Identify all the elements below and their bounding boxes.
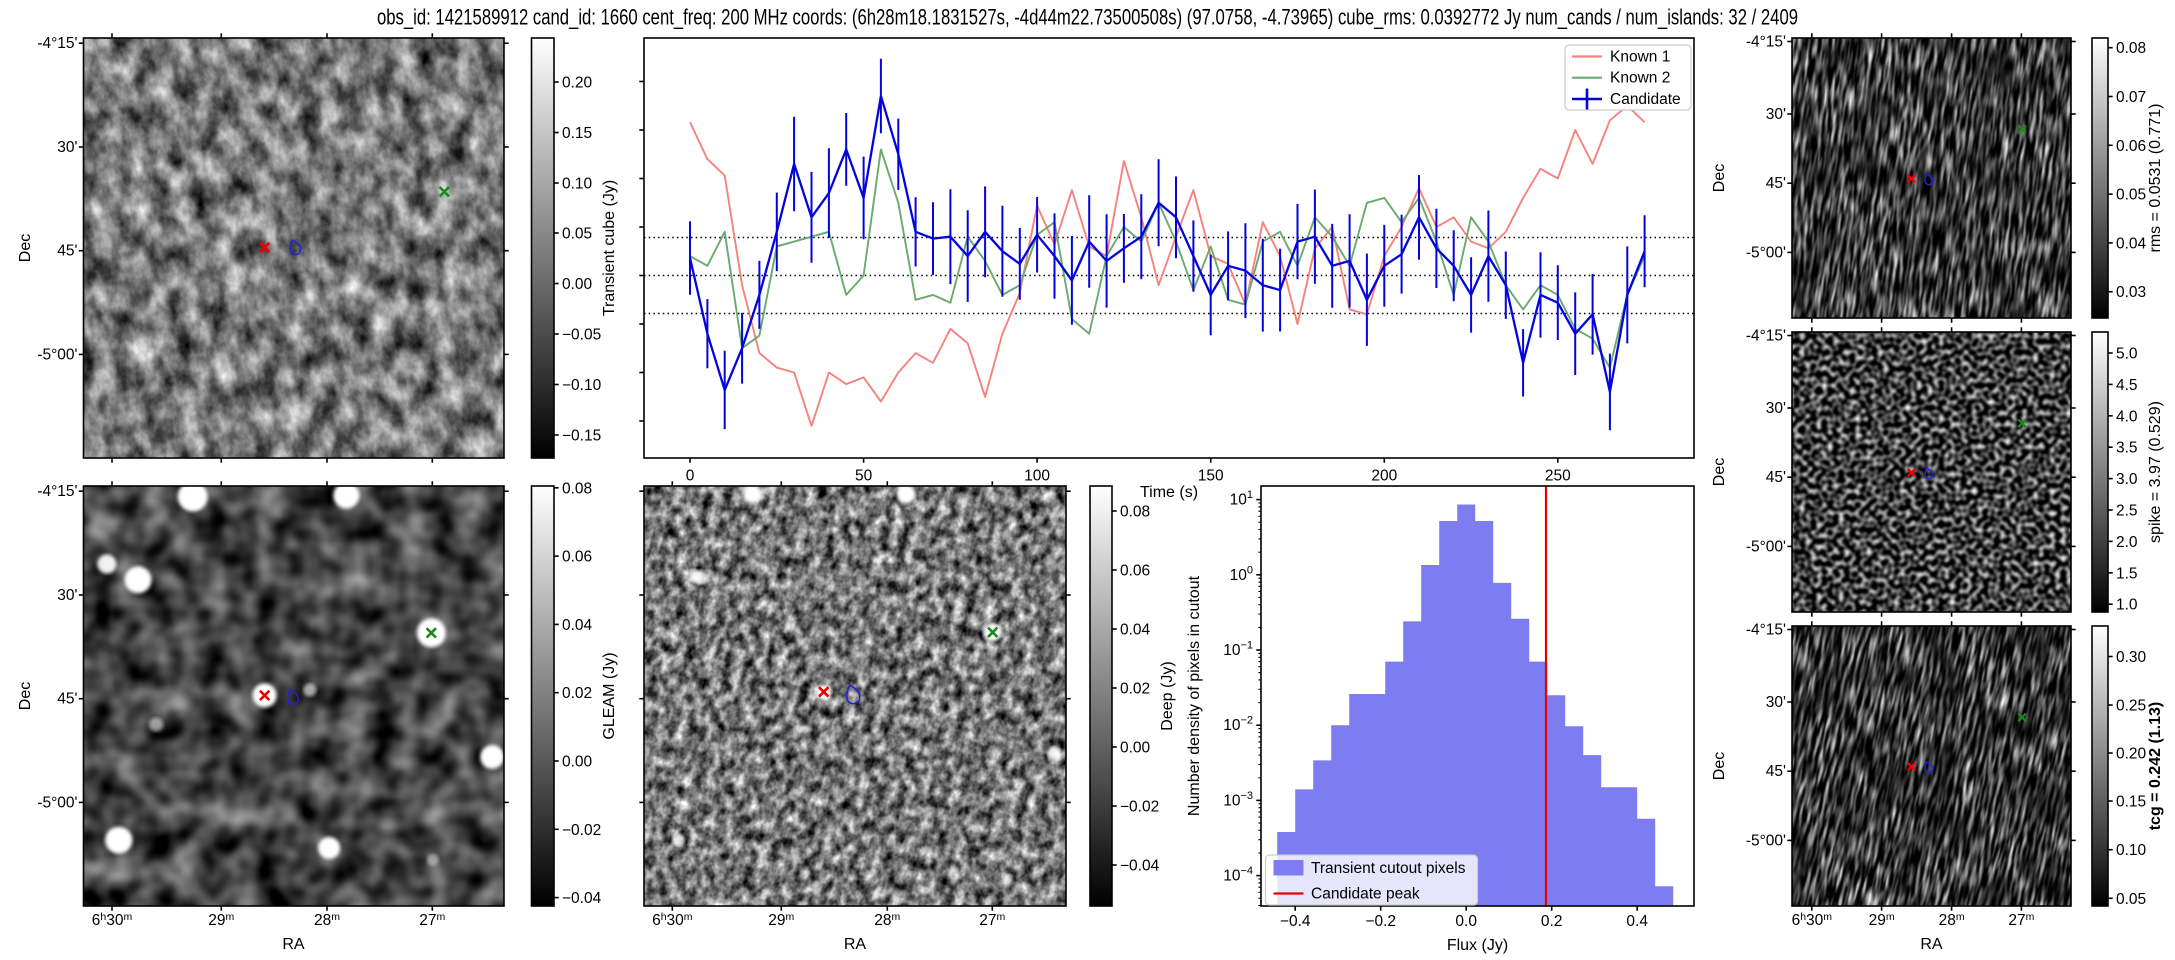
svg-text:0.07: 0.07	[2116, 89, 2146, 106]
svg-text:−0.02: −0.02	[562, 822, 601, 839]
svg-text:Time (s): Time (s)	[1140, 484, 1198, 501]
svg-text:0.30: 0.30	[2116, 649, 2147, 666]
svg-text:Transient cube (Jy): Transient cube (Jy)	[601, 180, 618, 316]
svg-text:-4°15': -4°15'	[37, 483, 77, 500]
svg-text:RA: RA	[282, 936, 305, 953]
svg-text:30': 30'	[1766, 694, 1786, 711]
svg-text:0.02: 0.02	[562, 685, 592, 702]
svg-text:Number density of pixels in cu: Number density of pixels in cutout	[1186, 575, 1203, 816]
svg-text:4.5: 4.5	[2116, 377, 2138, 394]
svg-text:RA: RA	[844, 936, 867, 953]
svg-text:Dec: Dec	[17, 682, 34, 710]
svg-text:0.00: 0.00	[562, 754, 593, 771]
svg-text:0.06: 0.06	[2116, 138, 2146, 155]
svg-text:tcg = 0.242 (1.13): tcg = 0.242 (1.13)	[2147, 702, 2164, 831]
svg-text:50: 50	[855, 468, 873, 485]
svg-text:0.02: 0.02	[1120, 681, 1150, 698]
svg-text:-5°00': -5°00'	[37, 794, 77, 811]
svg-text:45': 45'	[57, 243, 77, 260]
svg-text:0: 0	[686, 468, 695, 485]
svg-text:0.10: 0.10	[2116, 842, 2147, 859]
svg-text:0.04: 0.04	[1120, 622, 1151, 639]
svg-text:200: 200	[1371, 468, 1397, 485]
svg-text:2.0: 2.0	[2116, 534, 2138, 551]
svg-text:0.05: 0.05	[2116, 891, 2146, 908]
svg-text:0.4: 0.4	[1626, 913, 1648, 930]
svg-text:0.2: 0.2	[1541, 913, 1563, 930]
svg-text:0.20: 0.20	[2116, 746, 2147, 763]
svg-text:0.06: 0.06	[1120, 563, 1150, 580]
svg-text:-4°15': -4°15'	[1746, 622, 1786, 639]
svg-text:3.0: 3.0	[2116, 471, 2138, 488]
svg-text:−0.4: −0.4	[1280, 913, 1311, 930]
svg-text:Flux (Jy): Flux (Jy)	[1447, 937, 1508, 954]
svg-text:−0.02: −0.02	[1120, 799, 1159, 816]
svg-text:rms = 0.0531 (0.771): rms = 0.0531 (0.771)	[2147, 104, 2164, 253]
svg-text:-4°15': -4°15'	[1746, 328, 1786, 345]
svg-text:-4°15': -4°15'	[1746, 34, 1786, 51]
svg-text:0.05: 0.05	[562, 226, 592, 243]
svg-text:Known 2: Known 2	[1610, 70, 1670, 87]
svg-text:0.10: 0.10	[562, 176, 593, 193]
svg-text:-5°00': -5°00'	[1746, 832, 1786, 849]
svg-text:30': 30'	[1766, 400, 1786, 417]
svg-text:6h30m: 6h30m	[652, 911, 693, 929]
svg-text:0.08: 0.08	[2116, 40, 2146, 57]
svg-text:0.25: 0.25	[2116, 698, 2146, 715]
svg-text:4.0: 4.0	[2116, 408, 2138, 425]
svg-text:5.0: 5.0	[2116, 346, 2138, 363]
svg-text:250: 250	[1545, 468, 1571, 485]
svg-text:0.03: 0.03	[2116, 284, 2146, 301]
svg-text:150: 150	[1198, 468, 1224, 485]
svg-text:30': 30'	[57, 139, 77, 156]
svg-text:Deep (Jy): Deep (Jy)	[1159, 661, 1176, 730]
svg-text:0.00: 0.00	[1120, 740, 1151, 757]
svg-text:Dec: Dec	[1711, 458, 1728, 486]
svg-text:0.08: 0.08	[562, 480, 592, 497]
svg-text:100: 100	[1024, 468, 1050, 485]
svg-text:−0.15: −0.15	[562, 428, 601, 445]
svg-text:Transient cutout pixels: Transient cutout pixels	[1311, 860, 1466, 877]
svg-text:0.15: 0.15	[2116, 794, 2146, 811]
svg-text:Known 1: Known 1	[1610, 49, 1670, 66]
svg-text:30': 30'	[1766, 106, 1786, 123]
svg-text:−0.04: −0.04	[1120, 858, 1160, 875]
svg-text:1.5: 1.5	[2116, 565, 2138, 582]
svg-text:45': 45'	[1766, 175, 1786, 192]
svg-text:obs_id: 1421589912 cand_id: 16: obs_id: 1421589912 cand_id: 1660 cent_fr…	[377, 5, 1798, 30]
svg-text:Dec: Dec	[1711, 752, 1728, 780]
svg-text:0.06: 0.06	[562, 549, 592, 566]
svg-text:spike = 3.97 (0.529): spike = 3.97 (0.529)	[2147, 401, 2164, 543]
svg-text:0.15: 0.15	[562, 125, 592, 142]
svg-text:30': 30'	[57, 587, 77, 604]
svg-text:45': 45'	[1766, 763, 1786, 780]
svg-text:1.0: 1.0	[2116, 597, 2138, 614]
svg-text:-5°00': -5°00'	[37, 346, 77, 363]
svg-text:GLEAM (Jy): GLEAM (Jy)	[601, 652, 618, 739]
svg-text:Dec: Dec	[17, 234, 34, 262]
svg-text:-5°00': -5°00'	[1746, 244, 1786, 261]
svg-text:−0.2: −0.2	[1365, 913, 1396, 930]
svg-text:−0.05: −0.05	[562, 327, 601, 344]
svg-text:45': 45'	[57, 691, 77, 708]
svg-text:0.04: 0.04	[562, 617, 593, 634]
svg-text:0.00: 0.00	[562, 276, 593, 293]
svg-text:-5°00': -5°00'	[1746, 538, 1786, 555]
svg-text:0.08: 0.08	[1120, 504, 1150, 521]
svg-text:3.5: 3.5	[2116, 440, 2138, 457]
svg-text:-4°15': -4°15'	[37, 35, 77, 52]
svg-text:0.05: 0.05	[2116, 187, 2146, 204]
svg-text:0.04: 0.04	[2116, 235, 2147, 252]
svg-text:Dec: Dec	[1711, 164, 1728, 192]
svg-text:45': 45'	[1766, 469, 1786, 486]
svg-text:−0.04: −0.04	[562, 890, 602, 907]
svg-text:Candidate peak: Candidate peak	[1311, 886, 1420, 903]
svg-text:Candidate: Candidate	[1610, 91, 1681, 108]
svg-text:−0.10: −0.10	[562, 377, 602, 394]
svg-text:2.5: 2.5	[2116, 503, 2138, 520]
svg-text:0.20: 0.20	[562, 75, 593, 92]
svg-text:0.0: 0.0	[1455, 913, 1477, 930]
svg-text:RA: RA	[1920, 936, 1943, 953]
